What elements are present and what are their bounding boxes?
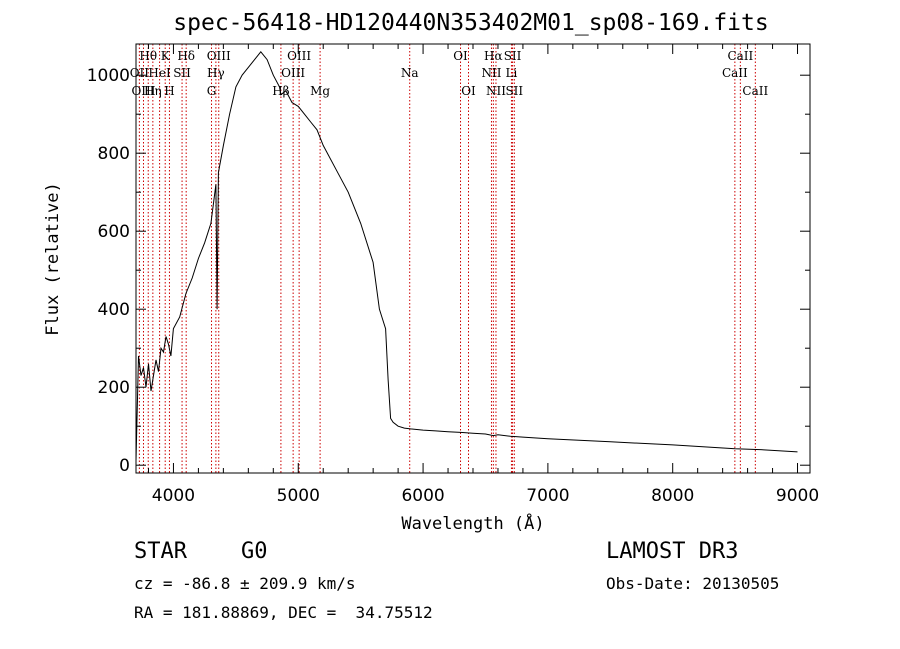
y-tick-label: 200	[98, 378, 130, 398]
spectral-line-label: CaII	[722, 66, 748, 80]
spectral-line-label: NII	[486, 84, 506, 98]
spectrum-line	[135, 51, 798, 462]
spectral-line-label: OIII	[281, 66, 305, 80]
spectral-line-label: OIII	[207, 49, 231, 63]
x-tick-label: 9000	[776, 486, 819, 506]
spectral-line-label: CaII	[742, 84, 768, 98]
spectral-line-label: OI	[453, 49, 468, 63]
spectral-line-label: Hγ	[207, 66, 225, 80]
spectral-line-label: G	[207, 84, 217, 98]
spectrum-layer	[135, 51, 798, 462]
spectral-line-label: CaII	[727, 49, 753, 63]
spectral-line-label: Hη	[144, 84, 162, 98]
spectral-line-label: Na	[401, 66, 419, 80]
redshift-cz: cz = -86.8 ± 209.9 km/s	[134, 574, 356, 593]
x-tick-label: 5000	[277, 486, 320, 506]
spectral-line-label: NII	[481, 66, 501, 80]
spectral-line-label: K	[161, 49, 171, 63]
spectral-line-label: OII	[130, 66, 150, 80]
obs-date: Obs-Date: 20130505	[606, 574, 780, 593]
x-tick-label: 6000	[401, 486, 444, 506]
spectral-line-label: SII	[173, 66, 191, 80]
y-tick-label: 1000	[87, 66, 130, 86]
ra-dec: RA = 181.88869, DEC = 34.75512	[134, 603, 433, 622]
x-tick-label: 4000	[152, 486, 195, 506]
spectral-line-label: SII	[504, 49, 522, 63]
plot-frame	[135, 43, 811, 474]
y-tick-label: 400	[98, 300, 130, 320]
spectral-line-label: OIII	[287, 49, 311, 63]
y-tick-label: 600	[98, 222, 130, 242]
object-subclass: G0	[241, 539, 268, 564]
spectral-line-label: Mg	[310, 84, 330, 98]
y-axis-ticks: 0 200 400 600 800 1000	[87, 66, 810, 476]
x-axis-label: Wavelength (Å)	[401, 512, 544, 534]
spectral-line-labels: Hθ OII OIII K HeI Hη H Hδ SII OIII Hγ G OIII OIII Hβ Mg…	[130, 49, 769, 98]
spectral-line-label: Li	[506, 66, 518, 80]
x-tick-label: 8000	[651, 486, 694, 506]
chart-title: spec-56418-HD120440N353402M01_sp08-169.f…	[173, 10, 768, 36]
spectral-line-label: Hθ	[139, 49, 157, 63]
spectral-line-label: OI	[461, 84, 476, 98]
spectral-line-label: SII	[505, 84, 523, 98]
spectral-line-label: Hβ	[272, 84, 289, 98]
spectral-line-label: Hα	[484, 49, 503, 63]
object-class: STAR	[134, 539, 187, 564]
spectral-line-label: OIII	[131, 84, 155, 98]
spectral-line-label: H	[164, 84, 174, 98]
y-axis-label: Flux (relative)	[43, 182, 63, 336]
spectral-lines-layer	[138, 44, 756, 473]
y-tick-label: 0	[119, 456, 130, 476]
x-tick-label: 7000	[526, 486, 569, 506]
y-tick-label: 800	[98, 144, 130, 164]
survey-name: LAMOST DR3	[606, 539, 739, 564]
x-axis-ticks: 4000 5000 6000 7000 8000 9000	[147, 44, 819, 506]
spectral-line-label: HeI	[148, 66, 171, 80]
spectral-line-label: Hδ	[177, 49, 195, 63]
